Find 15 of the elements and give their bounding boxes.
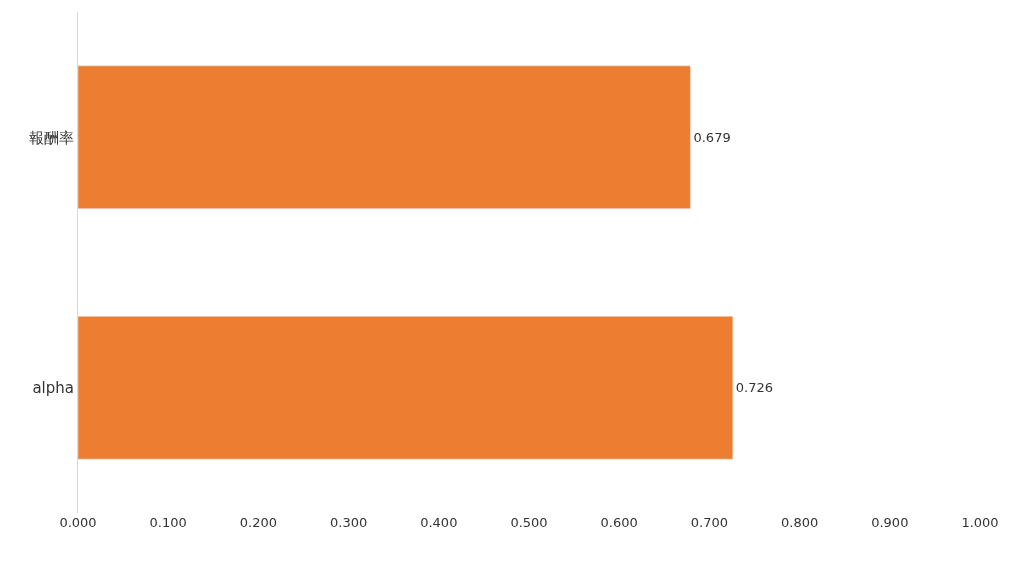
y-tick-label: alpha <box>32 379 74 397</box>
x-tick-label: 0.200 <box>239 515 278 530</box>
y-tick-label: 報酬率 <box>29 128 74 147</box>
x-tick-label: 0.100 <box>149 515 187 530</box>
x-tick-label: 1.000 <box>961 515 999 530</box>
x-tick-label: 0.700 <box>690 515 729 530</box>
x-tick-label: 0.900 <box>871 515 909 530</box>
data-label: 0.679 <box>693 129 731 145</box>
x-tick-label: 0.500 <box>510 515 548 530</box>
data-label: 0.726 <box>735 380 774 396</box>
x-tick-label: 0.000 <box>59 515 97 530</box>
x-tick-label: 0.300 <box>329 515 368 530</box>
x-tick-label: 0.800 <box>780 515 819 530</box>
x-tick-label: 0.400 <box>420 515 458 530</box>
x-tick-label: 0.600 <box>600 515 638 530</box>
